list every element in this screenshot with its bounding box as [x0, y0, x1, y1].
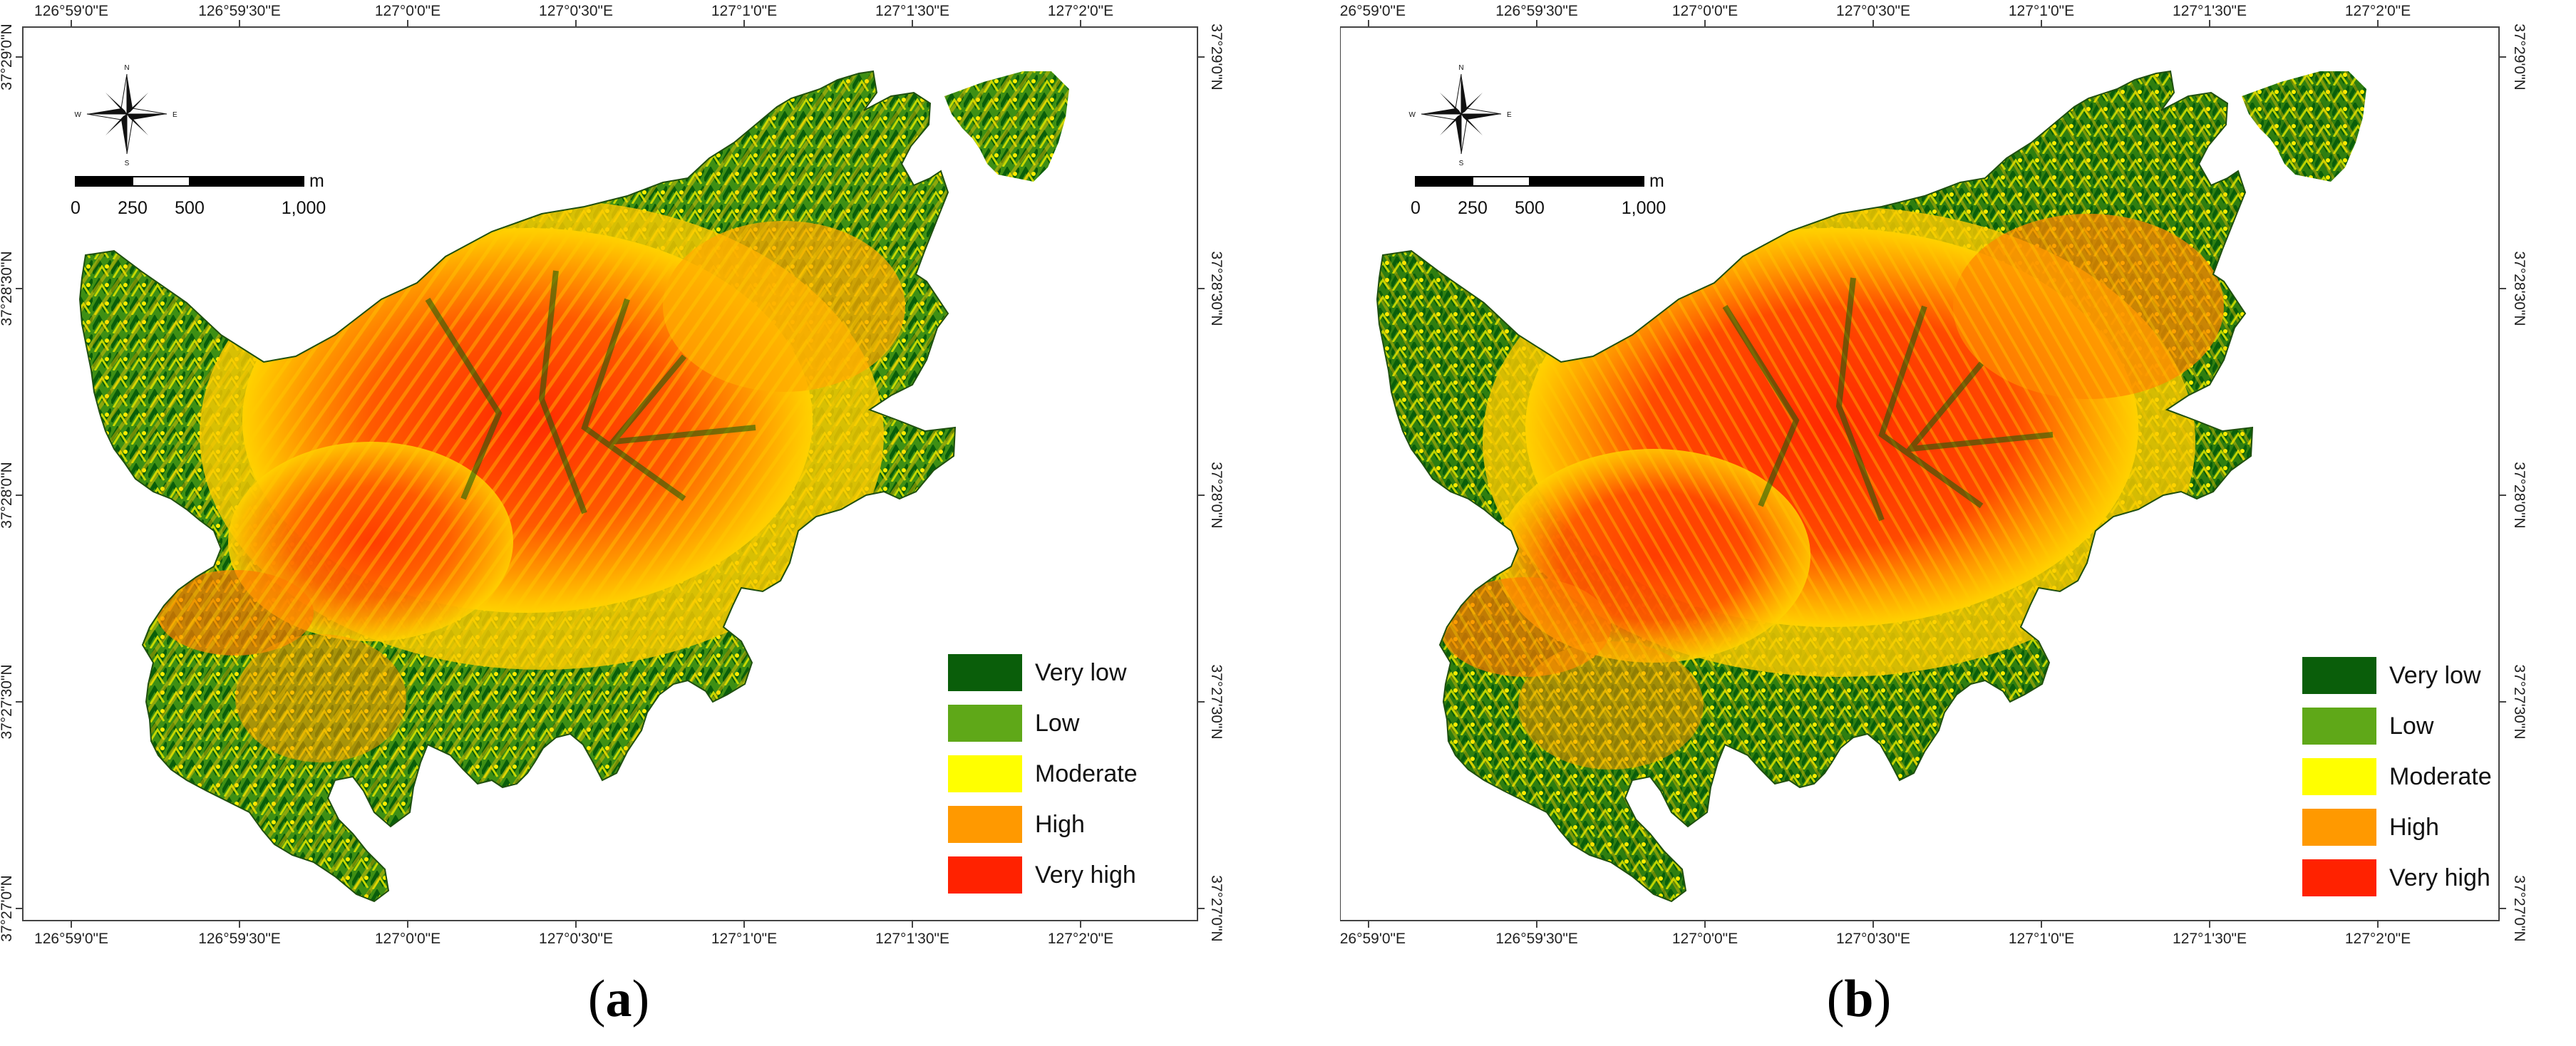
latitude-tick-right: 37°28'0"N — [2511, 462, 2528, 528]
longitude-tick-bottom: 127°0'0"E — [375, 931, 441, 947]
longitude-tick-bottom: 126°59'30"E — [1495, 931, 1578, 947]
map-panel-a: 126°59'0"E 126°59'30"E 127°0'0"E 127°0'3… — [0, 0, 1283, 1046]
longitude-tick-bottom: 127°0'30"E — [1836, 931, 1910, 947]
scale-label: 0 — [1411, 198, 1421, 218]
scale-bar-b: m 0 250 500 1,000 — [1411, 171, 1666, 218]
latitude-tick-right: 37°27'0"N — [1208, 875, 1225, 941]
north-arrow-icon: N S E W — [75, 64, 177, 167]
compass-north: N — [124, 64, 129, 72]
latitude-tick-right: 37°27'30"N — [1208, 664, 1225, 739]
map-figure-b: 126°59'0"E 126°59'30"E 127°0'0"E 127°0'3… — [1340, 3, 2528, 947]
panel-label-a: (a) — [587, 970, 650, 1028]
longitude-tick-top: 126°59'30"E — [198, 3, 281, 19]
longitude-tick-top: 127°0'30"E — [1836, 3, 1910, 19]
longitude-tick-bottom: 127°0'30"E — [539, 931, 613, 947]
compass-south: S — [1459, 160, 1464, 167]
map-panel-b: 126°59'0"E 126°59'30"E 127°0'0"E 127°0'3… — [1340, 0, 2576, 1046]
scale-label: 0 — [71, 198, 81, 218]
longitude-tick-bottom: 127°2'0"E — [1048, 931, 1113, 947]
scale-unit: m — [1649, 171, 1664, 191]
compass-west: W — [75, 111, 82, 119]
scale-label: 500 — [1515, 198, 1545, 218]
latitude-tick-right: 37°27'0"N — [2511, 875, 2528, 941]
longitude-tick-top: 127°1'30"E — [875, 3, 949, 19]
latitude-tick-right: 37°28'30"N — [2511, 251, 2528, 326]
longitude-tick-bottom: 127°2'0"E — [2345, 931, 2411, 947]
legend-swatch-high — [2302, 809, 2376, 846]
legend-label-moderate: Moderate — [2389, 763, 2492, 790]
compass-east: E — [1507, 111, 1512, 119]
legend-label-moderate: Moderate — [1035, 760, 1138, 787]
north-arrow-icon: N S E W — [1409, 64, 1512, 167]
latitude-tick-right: 37°29'0"N — [1208, 24, 1225, 90]
longitude-tick-bottom: 127°1'30"E — [2173, 931, 2247, 947]
study-area-outline-b — [1376, 70, 2254, 903]
legend-swatch-low — [948, 705, 1022, 742]
longitude-tick-top: 126°59'0"E — [34, 3, 108, 19]
latitude-tick-left: 37°27'0"N — [0, 875, 15, 941]
legend-b: Very low Low Moderate High Very high — [2302, 657, 2492, 896]
compass-north: N — [1458, 64, 1463, 72]
longitude-tick-bottom: 127°1'0"E — [2009, 931, 2074, 947]
legend-a: Very low Low Moderate High Very high — [948, 654, 1138, 894]
longitude-tick-top: 127°1'30"E — [2173, 3, 2247, 19]
longitude-tick-top: 127°0'0"E — [1672, 3, 1738, 19]
scale-unit: m — [309, 171, 324, 191]
legend-label-very-high: Very high — [2389, 864, 2490, 891]
latitude-tick-left: 37°27'30"N — [0, 664, 15, 739]
legend-swatch-high — [948, 806, 1022, 843]
longitude-tick-bottom: 126°59'0"E — [34, 931, 108, 947]
map-figure-a: 126°59'0"E 126°59'30"E 127°0'0"E 127°0'3… — [0, 3, 1225, 947]
scale-label: 1,000 — [282, 198, 326, 218]
panel-label-b: (b) — [1826, 970, 1892, 1028]
latitude-tick-left: 37°28'30"N — [0, 251, 15, 326]
longitude-tick-top: 127°1'0"E — [711, 3, 777, 19]
scale-label: 500 — [175, 198, 205, 218]
longitude-tick-top: 127°0'30"E — [539, 3, 613, 19]
scale-label: 1,000 — [1622, 198, 1666, 218]
legend-swatch-very-high — [948, 856, 1022, 894]
legend-swatch-moderate — [948, 755, 1022, 792]
longitude-tick-bottom: 126°59'0"E — [1340, 931, 1406, 947]
scale-label: 250 — [118, 198, 148, 218]
latitude-tick-right: 37°27'30"N — [2511, 664, 2528, 739]
latitude-tick-left: 37°28'0"N — [0, 462, 15, 528]
legend-swatch-very-high — [2302, 859, 2376, 896]
latitude-tick-left: 37°29'0"N — [0, 24, 15, 90]
scale-bar-a: m 0 250 500 1,000 — [71, 171, 326, 218]
latitude-tick-right: 37°28'30"N — [1208, 251, 1225, 326]
longitude-tick-top: 126°59'30"E — [1495, 3, 1578, 19]
longitude-tick-bottom: 127°1'0"E — [711, 931, 777, 947]
longitude-tick-top: 126°59'0"E — [1340, 3, 1406, 19]
latitude-tick-right: 37°29'0"N — [2511, 24, 2528, 90]
legend-swatch-very-low — [948, 654, 1022, 691]
longitude-tick-top: 127°2'0"E — [2345, 3, 2411, 19]
legend-label-very-low: Very low — [2389, 662, 2481, 689]
legend-label-high: High — [2389, 814, 2439, 841]
longitude-tick-top: 127°0'0"E — [375, 3, 441, 19]
longitude-tick-bottom: 127°0'0"E — [1672, 931, 1738, 947]
compass-south: S — [125, 160, 130, 167]
study-area-outline-a — [78, 70, 957, 903]
legend-label-very-high: Very high — [1035, 861, 1136, 889]
latitude-tick-right: 37°28'0"N — [1208, 462, 1225, 528]
legend-label-high: High — [1035, 811, 1085, 838]
legend-swatch-moderate — [2302, 758, 2376, 795]
longitude-tick-bottom: 127°1'30"E — [875, 931, 949, 947]
scale-label: 250 — [1458, 198, 1488, 218]
longitude-tick-top: 127°1'0"E — [2009, 3, 2074, 19]
frame-ticks-b — [1368, 20, 2506, 928]
legend-swatch-very-low — [2302, 657, 2376, 694]
legend-label-very-low: Very low — [1035, 659, 1127, 686]
longitude-tick-top: 127°2'0"E — [1048, 3, 1113, 19]
compass-west: W — [1409, 111, 1416, 119]
legend-swatch-low — [2302, 708, 2376, 745]
compass-east: E — [172, 111, 177, 119]
frame-ticks-a — [16, 20, 1205, 928]
longitude-tick-bottom: 126°59'30"E — [198, 931, 281, 947]
legend-label-low: Low — [2389, 713, 2434, 740]
legend-label-low: Low — [1035, 710, 1080, 737]
